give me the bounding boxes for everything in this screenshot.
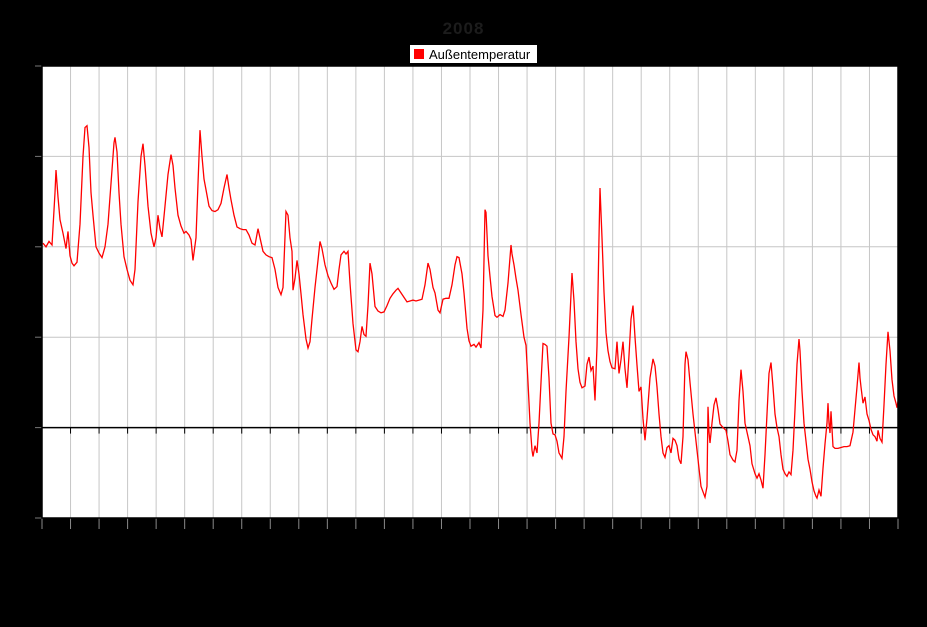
legend-label: Außentemperatur: [429, 46, 531, 62]
chart-title: 2008: [442, 19, 485, 38]
legend-color-swatch: [414, 49, 424, 59]
legend: Außentemperatur: [409, 44, 539, 64]
series-aussentemperatur-line: [42, 124, 899, 500]
